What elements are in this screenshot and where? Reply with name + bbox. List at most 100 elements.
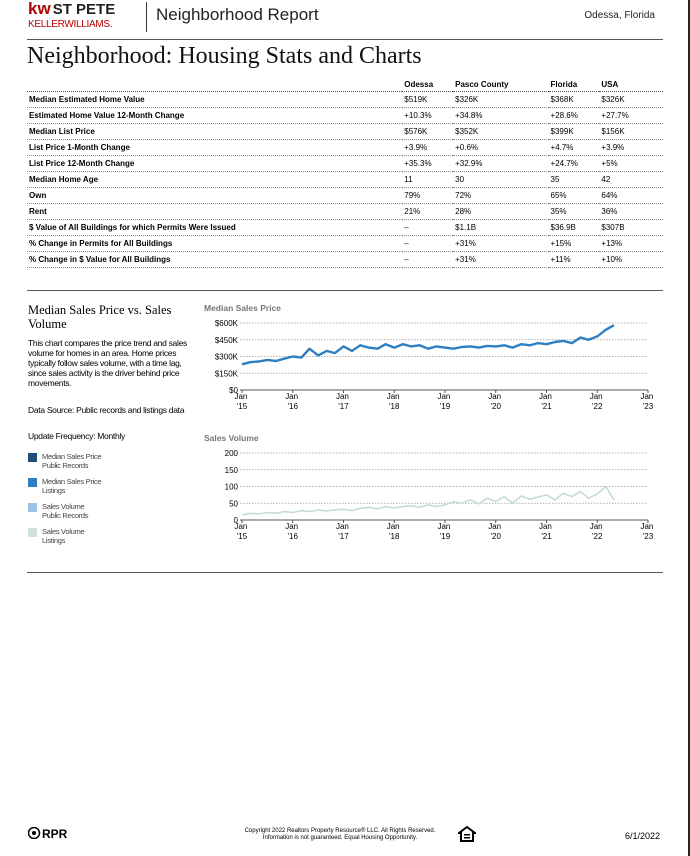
row-label: % Change in $ Value for All Buildings [27, 251, 403, 268]
charts: Median Sales Price $0 $150K $300K $450K $600K… [204, 303, 656, 541]
x-tick-label-line: '16 [288, 532, 299, 541]
table-cell: 65% [548, 187, 600, 204]
table-cell: $326K [599, 91, 663, 108]
x-tick-label-line: '23 [643, 402, 654, 411]
legend-item: Median Sales Price Public Records [28, 452, 188, 477]
table-cell: +13% [599, 235, 663, 252]
table-cell: $307B [599, 219, 663, 236]
table-cell: 72% [453, 187, 549, 204]
logo: kw ST PETE KELLERWILLIAMS. [28, 0, 116, 31]
header-row: Odessa Pasco County Florida USA [27, 77, 663, 92]
x-tick-label-line: Jan [590, 522, 605, 531]
legend-item: Median Sales Price Listings [28, 477, 188, 502]
table-cell: – [402, 251, 454, 268]
x-tick-label: Jan '20 [488, 392, 503, 411]
report-name: Neighborhood Report [156, 5, 319, 24]
y-tick-label: $0 [229, 386, 238, 395]
logo-office: ST PETE [52, 1, 116, 18]
rule [27, 290, 663, 291]
x-tick-label-line: Jan [437, 392, 452, 401]
table-cell: $352K [453, 123, 549, 140]
table-row: Rent 21% 28% 35% 36% [27, 203, 663, 220]
table-row: Median Estimated Home Value $519K $326K $36… [27, 91, 663, 108]
y-tick-label: 200 [225, 449, 239, 458]
rule [27, 572, 663, 573]
table-row: List Price 1-Month Change +3.9% +0.6% +4.7%… [27, 139, 663, 156]
page-title: Neighborhood: Housing Stats and Charts [27, 43, 422, 69]
x-tick-label-line: '21 [541, 532, 552, 541]
column-header: USA [599, 77, 663, 92]
x-tick-label-line: '22 [592, 532, 603, 541]
rpr-icon [27, 826, 41, 840]
table-cell: 79% [402, 187, 454, 204]
line-series [241, 485, 615, 516]
x-tick-label-line: '19 [440, 532, 451, 541]
copyright: Copyright 2022 Realtors Property Resourc… [244, 828, 436, 834]
table-cell: 64% [599, 187, 663, 204]
y-tick-label: $150K [215, 369, 239, 378]
x-tick-label-line: '20 [491, 402, 502, 411]
sidebar-source: Data Source: Public records and listings… [28, 405, 185, 415]
x-tick-label: Jan '22 [590, 522, 605, 541]
legend: Median Sales Price Public Records Median S… [28, 452, 188, 552]
window-edge [688, 0, 690, 856]
x-tick-label-line: Jan [336, 522, 351, 531]
table-cell: $519K [402, 91, 454, 108]
footer-brand: RPR [27, 826, 67, 841]
disclaimer: Information is not guaranteed. Equal Hou… [262, 835, 418, 841]
table-cell: +27.7% [599, 107, 663, 124]
y-tick-label: 150 [225, 466, 239, 475]
legend-swatch [28, 528, 37, 537]
row-label: Own [27, 187, 403, 204]
x-tick-label-line: '15 [237, 532, 248, 541]
chart-title: Sales Volume [204, 433, 259, 443]
y-tick-label: 100 [225, 483, 239, 492]
x-tick-label-line: Jan [285, 522, 300, 531]
x-tick-label-line: Jan [539, 522, 554, 531]
table-cell: 30 [453, 171, 549, 188]
y-tick-label: $450K [215, 336, 239, 345]
x-tick-label: Jan '21 [539, 392, 554, 411]
x-tick-label-line: '18 [389, 532, 400, 541]
table-cell: +3.9% [402, 139, 454, 156]
table-cell: +28.6% [548, 107, 600, 124]
x-tick-label-line: Jan [539, 392, 554, 401]
table-row: % Change in $ Value for All Buildings – +3… [27, 251, 663, 268]
x-tick-label: Jan '16 [285, 522, 300, 541]
x-tick-label-line: Jan [336, 392, 351, 401]
legend-name: Median Sales Price [42, 477, 102, 486]
x-tick-label-line: '17 [338, 402, 349, 411]
legend-swatch [28, 503, 37, 512]
row-label: List Price 1-Month Change [27, 139, 403, 156]
x-tick-label: Jan '19 [437, 392, 452, 411]
rule [27, 39, 663, 40]
table-cell: 35% [548, 203, 600, 220]
x-tick-label-line: '22 [592, 402, 603, 411]
legend-swatch [28, 478, 37, 487]
legend-sub: Listings [42, 486, 66, 495]
x-tick-label-line: Jan [387, 522, 402, 531]
x-tick-label: Jan '15 [234, 392, 249, 411]
row-label: List Price 12-Month Change [27, 155, 403, 172]
legend-item: Sales Volume Listings [28, 527, 188, 552]
table-row: $ Value of All Buildings for which Permi… [27, 219, 663, 236]
x-tick-label: Jan '16 [285, 392, 300, 411]
column-header: Odessa [402, 77, 454, 92]
table-cell: +3.9% [599, 139, 663, 156]
x-tick-label-line: '20 [491, 532, 502, 541]
table-cell: $1.1B [453, 219, 549, 236]
table-cell: +5% [599, 155, 663, 172]
legend-sub: Listings [42, 536, 66, 545]
divider [146, 2, 147, 32]
column-header: Pasco County [453, 77, 549, 92]
table-row: Estimated Home Value 12-Month Change +10.… [27, 107, 663, 124]
legend-sub: Public Records [42, 511, 89, 520]
x-tick-label-line: '18 [389, 402, 400, 411]
legend-item: Sales Volume Public Records [28, 502, 188, 527]
table-row: Own 79% 72% 65% 64% [27, 187, 663, 204]
table-cell: 21% [402, 203, 454, 220]
table-cell: +35.3% [402, 155, 454, 172]
logo-kw: kw [28, 0, 51, 18]
footer-copyright: Copyright 2022 Realtors Property Resourc… [200, 828, 480, 842]
